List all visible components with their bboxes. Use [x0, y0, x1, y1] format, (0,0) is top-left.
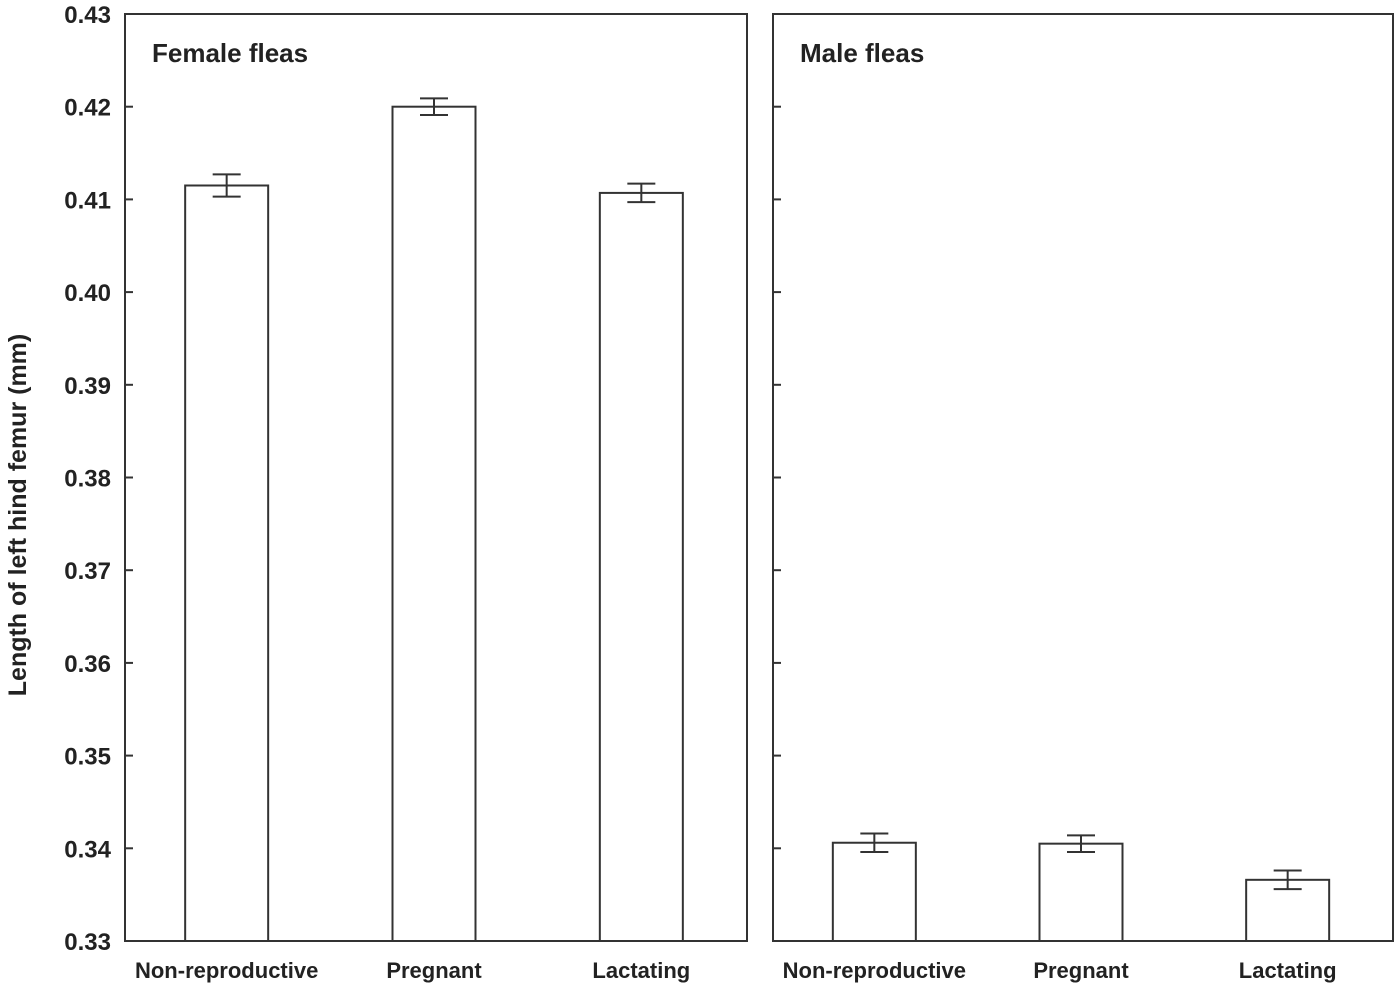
female-bar	[598, 191, 684, 942]
y-tick-label: 0.43	[64, 2, 111, 29]
male-bar	[1038, 842, 1124, 942]
female-category-label: Pregnant	[386, 958, 482, 983]
male-category-label: Lactating	[1239, 958, 1337, 983]
male-category-label: Pregnant	[1033, 958, 1129, 983]
y-tick-label: 0.41	[64, 187, 111, 214]
panel-frames	[124, 13, 1394, 942]
y-tick-label: 0.40	[64, 280, 111, 307]
female-category-label: Lactating	[592, 958, 690, 983]
male-panel-title: Male fleas	[800, 38, 924, 68]
female-bar	[184, 184, 270, 942]
female-bar	[391, 105, 477, 942]
male-bar	[831, 841, 917, 942]
y-tick-label: 0.34	[64, 836, 111, 863]
y-tick-label: 0.37	[64, 558, 111, 585]
labels: 0.33 0.34 0.35 0.36 0.37 0.38 0.39 0.40 0.41 0.42…	[64, 2, 1336, 983]
female-category-label: Non-reproductive	[135, 958, 318, 983]
y-tick-label: 0.39	[64, 373, 111, 400]
y-tick-label: 0.35	[64, 744, 111, 771]
male-panel-frame	[772, 13, 1394, 942]
female-panel-title: Female fleas	[152, 38, 308, 68]
y-tick-label: 0.42	[64, 95, 111, 122]
male-category-label: Non-reproductive	[783, 958, 966, 983]
y-tick-label: 0.33	[64, 929, 111, 956]
y-axis-title: Length of left hind femur (mm)	[4, 334, 32, 696]
y-tick-label: 0.38	[64, 466, 111, 493]
y-tick-label: 0.36	[64, 651, 111, 678]
bars	[184, 97, 1331, 942]
